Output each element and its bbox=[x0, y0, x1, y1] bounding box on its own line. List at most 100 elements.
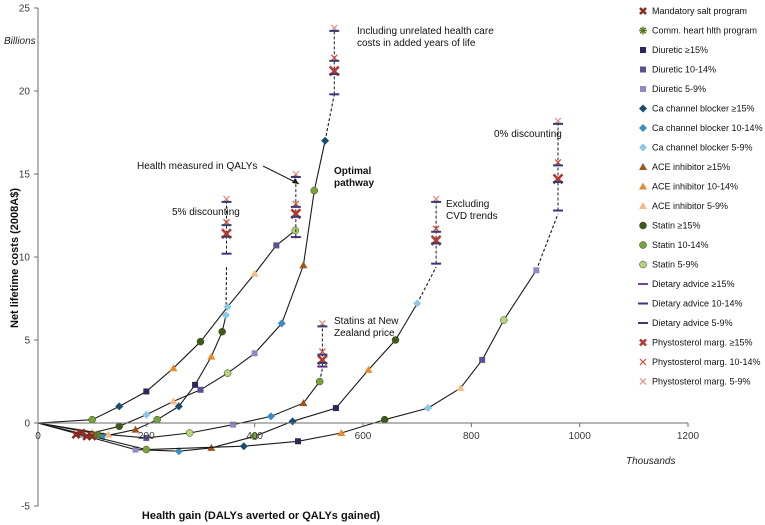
legend-marker bbox=[639, 182, 647, 190]
data-point bbox=[456, 384, 465, 392]
legend-label: Ca channel blocker ≥15% bbox=[652, 104, 755, 114]
annotation-text: 5% discounting bbox=[172, 207, 240, 218]
data-point bbox=[221, 311, 230, 320]
data-point bbox=[131, 425, 140, 433]
legend-label: Comm. heart hlth program bbox=[652, 26, 757, 36]
data-point bbox=[143, 434, 150, 441]
annotation-text: Zealand price bbox=[334, 328, 395, 339]
data-point bbox=[315, 377, 324, 386]
legend-label: Phystosterol marg. 10-14% bbox=[652, 357, 761, 367]
data-point bbox=[115, 422, 123, 431]
annotation-text: Including unrelated health care bbox=[357, 26, 494, 37]
data-point bbox=[174, 447, 183, 456]
data-point bbox=[413, 299, 422, 308]
data-point bbox=[479, 356, 486, 363]
data-point bbox=[391, 336, 400, 344]
data-point bbox=[207, 352, 216, 360]
data-point bbox=[332, 405, 339, 412]
pathway-line-dashed bbox=[324, 94, 335, 141]
annotation-arrowhead bbox=[292, 178, 299, 184]
data-point bbox=[266, 412, 275, 421]
legend-label: ACE inhibitor 10-14% bbox=[652, 182, 738, 192]
x-tick-label: 0 bbox=[35, 431, 41, 442]
legend-label: ACE inhibitor 5-9% bbox=[652, 201, 728, 211]
legend-marker bbox=[639, 7, 647, 15]
data-point bbox=[299, 399, 308, 407]
data-point bbox=[310, 186, 318, 195]
data-point bbox=[142, 410, 151, 419]
data-point bbox=[295, 438, 301, 445]
data-point bbox=[169, 397, 178, 405]
data-point bbox=[88, 415, 96, 424]
legend-marker bbox=[640, 86, 646, 92]
pathway-line bbox=[37, 140, 326, 434]
pathway-line-dashed bbox=[416, 266, 437, 304]
data-point bbox=[321, 136, 330, 145]
y-tick-label: 20 bbox=[19, 87, 31, 98]
data-point bbox=[380, 415, 389, 424]
pathway-line bbox=[37, 381, 321, 439]
data-point bbox=[223, 369, 232, 377]
x-unit-label: Thousands bbox=[626, 456, 675, 467]
legend-marker bbox=[639, 358, 647, 366]
x-axis-title: Health gain (DALYs averted or QALYs gain… bbox=[142, 510, 381, 522]
data-point bbox=[71, 430, 81, 440]
data-point bbox=[142, 445, 151, 454]
legend-marker bbox=[639, 378, 647, 385]
legend-marker bbox=[639, 338, 647, 347]
data-point bbox=[424, 404, 432, 413]
data-point bbox=[169, 364, 178, 372]
data-point bbox=[250, 269, 259, 277]
y-axis-title: Net lifetime costs (2008A$) bbox=[9, 188, 21, 328]
legend-label: Phystosterol marg. ≥15% bbox=[652, 338, 752, 348]
annotation-text: pathway bbox=[334, 178, 374, 189]
annotation-text: Statins at New bbox=[334, 316, 399, 327]
legend-label: Ca channel blocker 5-9% bbox=[652, 143, 753, 153]
data-point bbox=[364, 365, 373, 373]
data-point bbox=[153, 415, 161, 424]
data-point bbox=[132, 446, 139, 453]
y-unit-label: Billions bbox=[4, 36, 36, 47]
pathway-line-dashed bbox=[225, 265, 228, 316]
x-tick-label: 400 bbox=[246, 431, 263, 442]
legend-label: Diuretic 10-14% bbox=[652, 65, 716, 75]
data-point bbox=[143, 388, 150, 395]
data-point bbox=[277, 319, 286, 328]
legend-marker bbox=[639, 260, 647, 269]
legend-label: Ca channel blocker 10-14% bbox=[652, 123, 763, 133]
data-point bbox=[273, 242, 280, 249]
annotation-text: costs in added years of life bbox=[357, 38, 476, 49]
legend-marker bbox=[639, 143, 647, 152]
data-point bbox=[104, 430, 113, 438]
legend: Mandatory salt program Comm. heart hlth p… bbox=[638, 6, 763, 387]
pathway-line bbox=[37, 314, 227, 437]
annotation-text: Excluding bbox=[446, 199, 489, 210]
data-point bbox=[251, 350, 258, 357]
data-point bbox=[230, 421, 236, 428]
legend-label: Diuretic 5-9% bbox=[652, 84, 706, 94]
legend-marker bbox=[640, 47, 646, 53]
data-point bbox=[239, 442, 248, 451]
annotation-text: CVD trends bbox=[446, 211, 498, 222]
axes: -5 0 5 10 15 20 25 0 200 400 600 800 1000 1200 bbox=[19, 4, 700, 513]
legend-label: Dietary advice 5-9% bbox=[652, 318, 733, 328]
data-point bbox=[288, 417, 297, 426]
legend-label: Diuretic ≥15% bbox=[652, 45, 708, 55]
data-point bbox=[115, 402, 124, 411]
data-point bbox=[250, 432, 259, 441]
data-point bbox=[223, 302, 232, 311]
legend-marker bbox=[639, 124, 647, 132]
annotation-text: 0% discounting bbox=[494, 129, 562, 140]
pathway-line-dashed bbox=[535, 213, 559, 271]
y-tick-label: 0 bbox=[24, 419, 30, 430]
data-point bbox=[299, 261, 308, 269]
data-point bbox=[76, 428, 86, 438]
annotation-text: Health measured in QALYs bbox=[137, 161, 257, 172]
data-point bbox=[196, 337, 205, 346]
data-point bbox=[192, 381, 199, 388]
x-tick-label: 800 bbox=[463, 431, 480, 442]
legend-label: Dietary advice ≥15% bbox=[652, 279, 734, 289]
data-point bbox=[197, 386, 204, 393]
data-point bbox=[337, 428, 346, 436]
